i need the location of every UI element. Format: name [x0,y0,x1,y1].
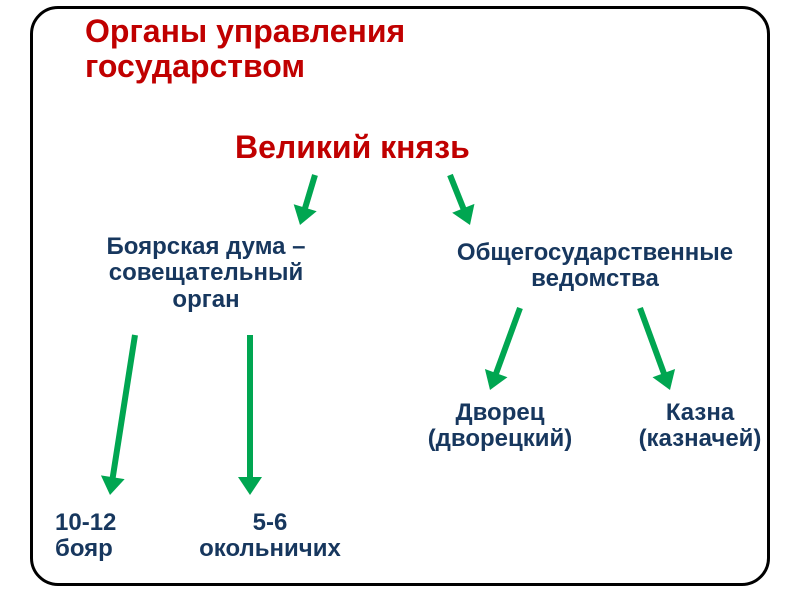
title-line1: Органы управления [85,13,405,49]
node-dvorets: Дворец(дворецкий) [400,400,600,453]
node-duma-line0: Боярская дума – [107,233,306,260]
node-vedom-line0: Общегосударственные [457,239,733,266]
node-duma-line1: совещательный [109,259,304,286]
node-kazna: Казна(казначей) [610,400,790,453]
diagram-title: Органы управления государством [85,14,405,84]
node-root: Великий князь [235,130,470,165]
node-duma-line2: орган [172,286,239,313]
node-kazna-line1: (казначей) [639,425,762,452]
node-okoln-line1: окольничих [199,535,341,562]
node-kazna-line0: Казна [666,399,734,426]
node-dvorets-line1: (дворецкий) [428,425,573,452]
node-dvorets-line0: Дворец [456,399,545,426]
node-boyar-line1: бояр [55,535,113,562]
node-okoln: 5-6окольничих [170,510,370,563]
node-okoln-line0: 5-6 [253,509,288,536]
title-line2: государством [85,48,305,84]
node-duma: Боярская дума –совещательныйорган [56,234,356,313]
node-boyar: 10-12бояр [55,510,175,563]
root-text: Великий князь [235,129,470,165]
node-vedom: Общегосударственныеведомства [405,240,785,293]
node-vedom-line1: ведомства [531,265,659,292]
node-boyar-line0: 10-12 [55,509,116,536]
